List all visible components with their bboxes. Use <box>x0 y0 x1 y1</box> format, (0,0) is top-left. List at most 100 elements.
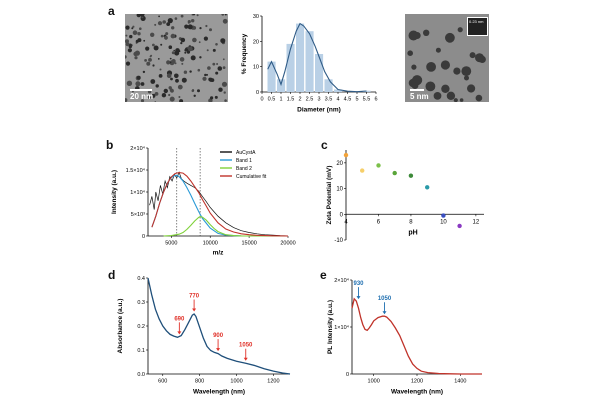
legend-label: Band 1 <box>236 158 252 164</box>
panel-label-a: a <box>108 4 115 18</box>
x-tick-label: 800 <box>195 379 204 385</box>
histogram-bar <box>334 89 343 92</box>
aucysta-series <box>149 171 289 237</box>
y-tick-label: 10 <box>253 65 259 71</box>
x-tick-label: 8 <box>409 219 413 225</box>
nanoparticle <box>167 18 173 24</box>
nanoparticle <box>469 52 476 59</box>
nanoparticle <box>149 55 152 58</box>
nanoparticle <box>197 68 201 72</box>
nanoparticle <box>152 43 155 47</box>
y-tick-label: 30 <box>253 14 259 20</box>
nanoparticle <box>161 93 167 98</box>
nanoparticle <box>198 41 201 44</box>
nanoparticle <box>129 34 133 39</box>
nanoparticle <box>166 22 171 26</box>
nanoparticle <box>222 66 226 69</box>
nanoparticle <box>202 76 207 81</box>
peak-label: 930 <box>353 281 364 287</box>
nanoparticle <box>165 32 169 36</box>
nanoparticle <box>125 25 130 30</box>
x-tick-label: 2.5 <box>306 97 314 103</box>
nanoparticle <box>187 24 193 30</box>
nanoparticle <box>218 87 223 92</box>
nanoparticle <box>478 55 486 64</box>
nanoparticle <box>171 26 175 30</box>
x-tick-label: 1000 <box>230 379 242 385</box>
nanoparticle <box>170 77 173 81</box>
y-tick-label: 0 <box>256 90 259 96</box>
nanoparticle <box>221 14 225 16</box>
arrow-head <box>192 308 197 312</box>
y-tick-label: 20 <box>336 161 343 167</box>
y-tick-label: 0 <box>346 372 349 378</box>
nanoparticle <box>192 14 196 16</box>
y-tick-label: 1.5×10⁴ <box>126 167 146 174</box>
x-tick-label: 1 <box>279 97 282 103</box>
y-axis-label: % Frequency <box>241 33 248 74</box>
nanoparticle <box>196 14 199 17</box>
data-point <box>376 163 381 168</box>
nanoparticle <box>137 38 142 43</box>
nanoparticle <box>199 27 202 30</box>
nanoparticle <box>169 96 175 102</box>
nanoparticle <box>197 89 200 93</box>
y-tick-label: 0.1 <box>137 348 145 354</box>
nanoparticle <box>210 96 214 100</box>
peak-label: 1050 <box>239 343 253 349</box>
nanoparticle <box>184 51 187 54</box>
nanoparticle <box>191 19 195 23</box>
nanoparticle <box>144 59 147 62</box>
nanoparticle <box>131 27 134 30</box>
peak-label: 1050 <box>378 296 392 302</box>
nanoparticle <box>153 45 159 51</box>
nanoparticle <box>181 77 187 83</box>
x-tick-label: 4 <box>336 97 339 103</box>
nanoparticle <box>169 61 172 64</box>
x-tick-label: 1200 <box>411 379 423 385</box>
mass-spectrum-chart: 5000 10000 15000 20000 0 5×10³ 1×10⁴ 1.5×10⁴ 2×1… <box>111 145 296 257</box>
y-tick-label: 5×10³ <box>131 212 145 218</box>
legend-label: Band 2 <box>236 166 252 172</box>
nanoparticle <box>171 51 175 55</box>
nanoparticle <box>440 60 450 70</box>
tem-image-right: 0.23 nm 5 nm <box>405 14 489 102</box>
nanoparticle <box>154 92 159 96</box>
y-axis-label: Zeta Potential (mV) <box>326 166 333 225</box>
histogram-bar <box>267 61 276 92</box>
band1-series <box>151 174 288 237</box>
cumulative-fit-series <box>151 172 289 237</box>
nanoparticle <box>215 43 218 46</box>
nanoparticle <box>150 32 155 37</box>
nanoparticle <box>441 84 450 94</box>
nanoparticle <box>184 24 189 29</box>
nanoparticle <box>467 84 476 93</box>
data-point <box>360 168 365 173</box>
nanoparticle <box>181 62 184 65</box>
nanoparticle <box>453 67 461 75</box>
absorbance-chart: 600 800 1000 1200 0.0 0.1 0.2 0.3 0.4 Wavelength … <box>117 276 291 396</box>
y-tick-label: 2×10⁴ <box>334 277 349 284</box>
nanoparticle <box>411 64 417 70</box>
x-axis-label: m/z <box>213 250 225 257</box>
x-tick-label: 5.5 <box>363 97 371 103</box>
nanoparticle <box>199 56 202 59</box>
nanoparticle <box>139 27 142 30</box>
zeta-potential-chart: 4 6 8 10 12 -10 0 10 20 pH Zeta Potential (mV) <box>326 150 484 244</box>
nanoparticle <box>212 62 216 66</box>
nanoparticle <box>141 16 144 19</box>
x-tick-label: 600 <box>158 379 167 385</box>
x-tick-label: 4 <box>344 219 348 225</box>
nanoparticle <box>177 84 183 90</box>
scalebar-right <box>410 89 424 91</box>
histogram-bar <box>362 90 371 92</box>
nanoparticle <box>133 51 138 57</box>
nanoparticle <box>128 43 132 47</box>
pl-emission-chart: 1000 1200 1400 0 1×10⁴ 2×10⁴ Wavelength (nm) PL… <box>327 277 482 396</box>
nanoparticle <box>157 58 160 60</box>
nanoparticle <box>187 46 193 52</box>
nanoparticle <box>168 93 171 97</box>
nanoparticle <box>461 66 472 76</box>
data-point <box>441 213 446 218</box>
histogram-bar <box>286 43 295 92</box>
